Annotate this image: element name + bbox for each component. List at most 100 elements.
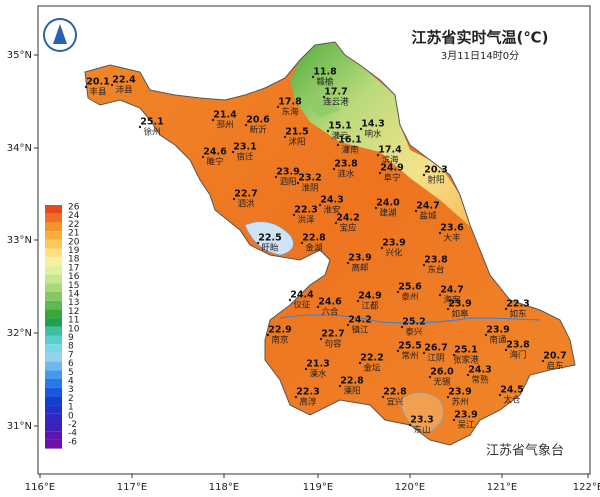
station-name: 盱眙: [261, 243, 279, 254]
station-temp: 22.9: [268, 325, 291, 336]
station-name: 南通: [489, 335, 507, 346]
station-temp: 21.5: [285, 127, 308, 138]
legend-swatch: [45, 405, 62, 414]
station-name: 六合: [321, 307, 339, 318]
station-name: 宿迁: [236, 152, 254, 163]
station-dot: [428, 375, 432, 379]
station-temp: 25.6: [398, 282, 422, 293]
station-dot: [380, 246, 384, 250]
station-name: 吴江: [457, 421, 475, 431]
legend-swatch: [45, 439, 62, 449]
lon-label: 117°E: [117, 482, 147, 493]
legend-label: 16: [68, 272, 80, 282]
station-temp: 23.2: [298, 173, 321, 184]
legend-swatch: [45, 239, 62, 249]
station-temp: 24.7: [416, 201, 439, 212]
station-temp: 22.8: [302, 233, 326, 244]
station-name: 宜兴: [386, 397, 404, 408]
legend-swatch: [45, 422, 62, 432]
station-temp: 21.4: [213, 110, 237, 121]
station-temp: 20.1: [86, 77, 109, 88]
station-name: 张家港: [453, 355, 479, 366]
legend-label: 8: [68, 342, 74, 352]
station-temp: 24.9: [380, 163, 403, 174]
lat-label: 31°N: [7, 421, 32, 432]
legend-swatch: [45, 387, 62, 397]
station-name: 涟水: [337, 169, 355, 180]
legend-label: 13: [68, 298, 79, 308]
legend-label: -6: [68, 437, 77, 447]
station-name: 灌云: [331, 131, 349, 142]
station-dot: [446, 307, 450, 311]
station-temp: 22.8: [340, 376, 364, 387]
station-dot: [300, 241, 304, 245]
station-temp: 24.6: [203, 147, 227, 158]
station-temp: 23.9: [276, 167, 299, 178]
station-name: 宝应: [339, 223, 357, 234]
station-dot: [201, 155, 205, 159]
station-temp: 16.1: [338, 135, 361, 146]
station-dot: [338, 384, 342, 388]
station-temp: 17.7: [324, 87, 347, 98]
legend-label: 11: [68, 316, 79, 326]
station-name: 太仓: [503, 395, 521, 406]
station-dot: [484, 333, 488, 337]
hongze-lake: [244, 221, 294, 256]
legend-label: 3: [68, 385, 74, 395]
legend-swatch: [45, 257, 62, 266]
station-dot: [504, 307, 508, 311]
lat-label: 34°N: [7, 143, 32, 154]
station-name: 南京: [271, 335, 288, 346]
station-name: 江都: [361, 302, 379, 312]
station-dot: [336, 143, 340, 147]
station-name: 无锡: [433, 378, 451, 388]
legend-label: 5: [68, 368, 74, 378]
station-temp: 22.3: [294, 205, 317, 216]
legend-swatch: [45, 318, 62, 327]
station-temp: 24.3: [468, 365, 491, 376]
legend-label: 10: [68, 324, 80, 334]
station-name: 大丰: [443, 233, 461, 244]
legend-swatch: [45, 413, 62, 423]
station-temp: 22.3: [506, 299, 529, 310]
station-name: 徐州: [143, 127, 160, 138]
station-temp: 25.1: [454, 345, 477, 356]
station-name: 海安: [443, 295, 460, 306]
station-dot: [231, 150, 235, 154]
station-dot: [358, 361, 362, 365]
station-temp: 22.7: [321, 329, 344, 340]
station-dot: [326, 129, 330, 133]
station-name: 淮安: [323, 205, 340, 216]
station-dot: [504, 348, 508, 352]
station-name: 海门: [509, 350, 526, 361]
station-name: 邳州: [216, 121, 233, 131]
station-dot: [232, 197, 236, 201]
station-temp: 11.8: [313, 67, 337, 78]
station-name: 如东: [509, 309, 526, 320]
station-dot: [381, 395, 385, 399]
station-dot: [541, 359, 545, 363]
station-dot: [359, 127, 363, 131]
legend-swatch: [45, 352, 62, 362]
station-dot: [311, 75, 315, 79]
lon-label: 120°E: [395, 482, 425, 493]
station-temp: 23.3: [410, 415, 433, 426]
legend-label: 4: [68, 377, 74, 387]
station-temp: 25.1: [140, 117, 163, 128]
station-name: 洪泽: [297, 215, 315, 226]
station-temp: 24.3: [320, 195, 343, 206]
station-temp: 24.2: [336, 213, 359, 224]
station-name: 金湖: [305, 243, 322, 254]
legend-label: 2: [68, 394, 74, 404]
legend-swatch: [45, 222, 62, 232]
legend-label: -2: [68, 420, 77, 430]
legend-label: 0: [68, 411, 74, 421]
station-temp: 20.3: [424, 165, 447, 176]
station-dot: [400, 325, 404, 329]
station-dot: [256, 241, 260, 245]
legend-swatch: [45, 205, 62, 214]
station-name: 盐城: [419, 211, 437, 222]
legend-label: 6: [68, 359, 74, 369]
legend-swatch: [45, 283, 62, 292]
station-dot: [346, 323, 350, 327]
